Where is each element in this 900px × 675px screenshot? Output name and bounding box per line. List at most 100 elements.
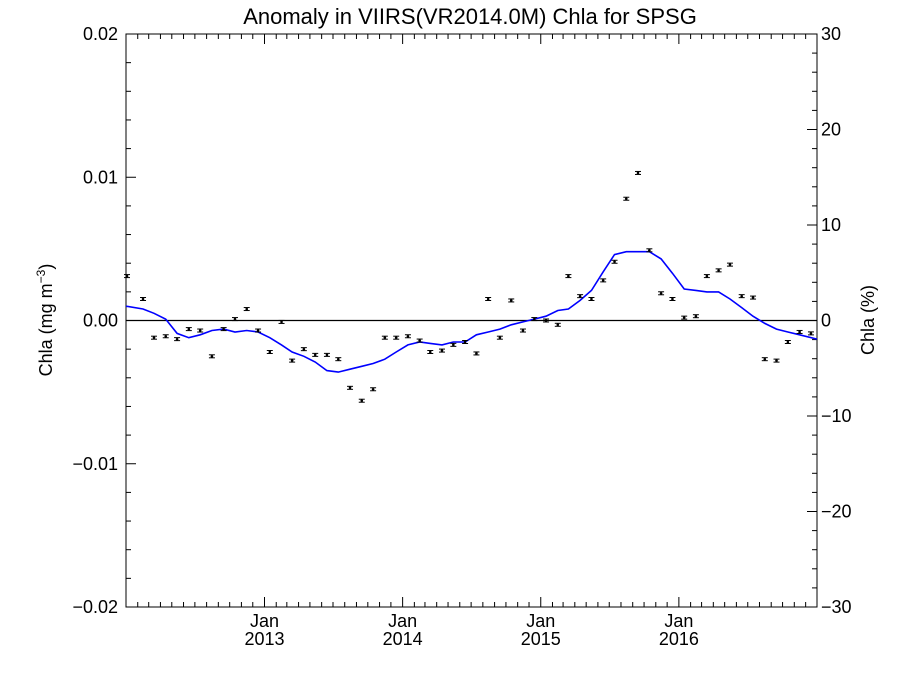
point-marker <box>648 249 651 252</box>
point-marker <box>141 297 145 301</box>
data-point <box>761 357 768 362</box>
left-tick-label: 0.02 <box>83 24 118 44</box>
left-tick-label: 0.00 <box>83 311 118 331</box>
data-point <box>174 337 181 342</box>
x-tick-month: Jan <box>526 611 555 631</box>
data-point <box>796 329 803 334</box>
point-marker <box>590 297 593 301</box>
data-point <box>381 335 388 340</box>
x-tick-month: Jan <box>388 611 417 631</box>
data-point <box>231 317 238 322</box>
data-point <box>347 385 354 390</box>
data-point <box>692 314 699 319</box>
data-point <box>508 298 515 303</box>
data-point <box>588 297 595 302</box>
data-point <box>358 398 365 403</box>
right-axis-label: Chla (%) <box>858 285 878 355</box>
point-marker <box>290 359 294 362</box>
point-marker <box>245 307 249 311</box>
point-marker <box>671 297 674 301</box>
x-tick-month: Jan <box>250 611 279 631</box>
data-point <box>243 307 250 312</box>
data-point <box>255 328 262 333</box>
data-point <box>681 315 688 320</box>
data-point <box>427 350 434 355</box>
point-marker <box>509 299 513 302</box>
point-marker <box>809 332 813 335</box>
point-marker <box>125 274 129 278</box>
x-tick-year: 2015 <box>521 629 561 649</box>
right-tick-label: 0 <box>821 311 831 331</box>
data-point <box>393 335 400 340</box>
data-point <box>473 351 480 356</box>
data-point <box>220 327 227 332</box>
point-marker <box>533 317 536 321</box>
left-y-axis: 0.02 0.01 0.00 −0.01 −0.02 <box>72 24 136 617</box>
point-marker <box>360 399 364 403</box>
data-point <box>658 291 665 296</box>
point-marker <box>636 171 640 175</box>
point-marker <box>751 296 755 299</box>
data-point <box>335 357 342 362</box>
data-point <box>185 327 192 332</box>
point-marker <box>659 291 663 295</box>
data-point <box>554 322 561 327</box>
data-point <box>773 358 780 363</box>
point-marker <box>578 294 582 298</box>
point-marker <box>498 336 502 339</box>
point-marker <box>175 337 179 341</box>
left-axis-label: Chla (mg m−3) <box>34 264 56 377</box>
x-tick-year: 2016 <box>659 629 699 649</box>
point-marker <box>624 197 628 201</box>
data-point <box>450 342 457 347</box>
point-marker <box>613 260 616 264</box>
point-marker <box>694 314 698 318</box>
point-marker <box>198 329 202 332</box>
smoothed-anomaly-line <box>125 250 818 373</box>
point-marker <box>256 329 260 332</box>
point-marker <box>463 340 467 344</box>
point-marker <box>371 387 375 391</box>
monthly-anomaly-points <box>124 170 814 403</box>
point-marker <box>302 347 306 351</box>
data-point <box>543 318 550 323</box>
right-tick-label: 30 <box>821 24 841 44</box>
data-point <box>140 297 147 302</box>
point-marker <box>601 279 605 282</box>
point-marker <box>786 340 790 344</box>
left-tick-label: −0.01 <box>72 454 118 474</box>
data-point <box>404 334 411 339</box>
data-point <box>726 262 733 267</box>
data-point <box>600 278 607 283</box>
point-marker <box>556 323 560 327</box>
point-marker <box>152 336 156 339</box>
data-point <box>646 248 653 253</box>
data-point <box>300 347 307 352</box>
data-point <box>289 358 296 363</box>
chart-title: Anomaly in VIIRS(VR2014.0M) Chla for SPS… <box>243 4 697 29</box>
data-point <box>162 334 169 339</box>
point-marker <box>544 319 548 322</box>
right-tick-label: 10 <box>821 215 841 235</box>
point-marker <box>418 339 421 342</box>
data-point <box>565 274 572 279</box>
x-tick-year: 2014 <box>383 629 423 649</box>
data-point <box>807 331 814 336</box>
data-point <box>416 338 423 343</box>
data-point <box>669 297 676 302</box>
data-point <box>151 335 158 340</box>
point-marker <box>763 357 767 361</box>
point-marker <box>325 353 329 357</box>
point-marker <box>705 274 709 278</box>
point-marker <box>740 294 743 298</box>
point-marker <box>222 327 225 331</box>
data-point <box>784 339 791 344</box>
point-marker <box>682 316 686 319</box>
point-marker <box>313 353 317 357</box>
left-tick-label: 0.01 <box>83 167 118 187</box>
point-marker <box>383 336 387 339</box>
point-marker <box>210 355 214 358</box>
data-point <box>124 274 130 279</box>
